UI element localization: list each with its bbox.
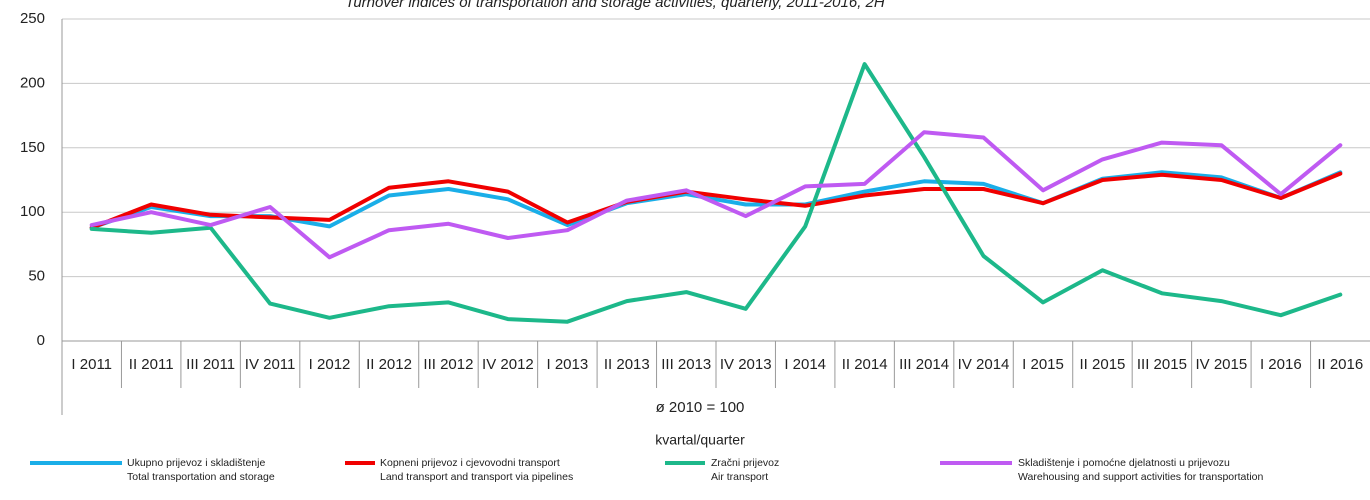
- x-tick-label: II 2015: [1080, 356, 1126, 373]
- x-tick-label: III 2012: [423, 356, 473, 373]
- x-tick-label: IV 2013: [720, 356, 772, 373]
- x-tick-label: III 2015: [1137, 356, 1187, 373]
- x-tick-label: II 2016: [1317, 356, 1363, 373]
- y-tick-label: 0: [37, 332, 45, 349]
- x-tick-label: IV 2012: [482, 356, 534, 373]
- legend-label-en: Warehousing and support activities for t…: [1018, 471, 1263, 483]
- y-tick-label: 100: [20, 203, 45, 220]
- x-tick-label: III 2011: [186, 356, 235, 373]
- y-tick-label: 250: [20, 10, 45, 27]
- legend-label-en: Air transport: [711, 471, 768, 483]
- series-line: [89, 130, 1343, 260]
- x-tick-label: II 2011: [129, 356, 174, 373]
- legend-label: Skladištenje i pomoćne djelatnosti u pri…: [1018, 457, 1230, 469]
- x-tick-label: III 2013: [661, 356, 711, 373]
- legend-label-en: Land transport and transport via pipelin…: [380, 471, 573, 483]
- x-tick-label: II 2014: [842, 356, 888, 373]
- x-tick-label: IV 2015: [1196, 356, 1248, 373]
- y-tick-label: 200: [20, 74, 45, 91]
- x-tick-label: II 2012: [366, 356, 412, 373]
- legend-label-en: Total transportation and storage: [127, 471, 275, 483]
- x-tick-label: IV 2011: [245, 356, 296, 373]
- x-tick-label: I 2013: [547, 356, 589, 373]
- series-line: [89, 171, 1343, 230]
- x-tick-label: III 2014: [899, 356, 949, 373]
- legend-label: Kopneni prijevoz i cjevovodni transport: [380, 457, 560, 469]
- base-note: ø 2010 = 100: [656, 399, 745, 416]
- y-tick-label: 50: [28, 268, 45, 285]
- x-axis-title: kvartal/quarter: [655, 432, 745, 448]
- legend-label: Ukupno prijevoz i skladištenje: [127, 457, 265, 469]
- legend-label: Zračni prijevoz: [711, 457, 779, 469]
- x-tick-label: I 2014: [784, 356, 826, 373]
- x-tick-label: II 2013: [604, 356, 650, 373]
- series-line: [89, 62, 1343, 324]
- x-tick-label: IV 2014: [958, 356, 1010, 373]
- chart-title: Turnover indices of transportation and s…: [345, 0, 885, 11]
- x-tick-label: I 2012: [309, 356, 351, 373]
- x-tick-label: I 2015: [1022, 356, 1064, 373]
- x-tick-label: I 2016: [1260, 356, 1302, 373]
- y-tick-label: 150: [20, 139, 45, 156]
- x-tick-label: I 2011: [71, 356, 112, 373]
